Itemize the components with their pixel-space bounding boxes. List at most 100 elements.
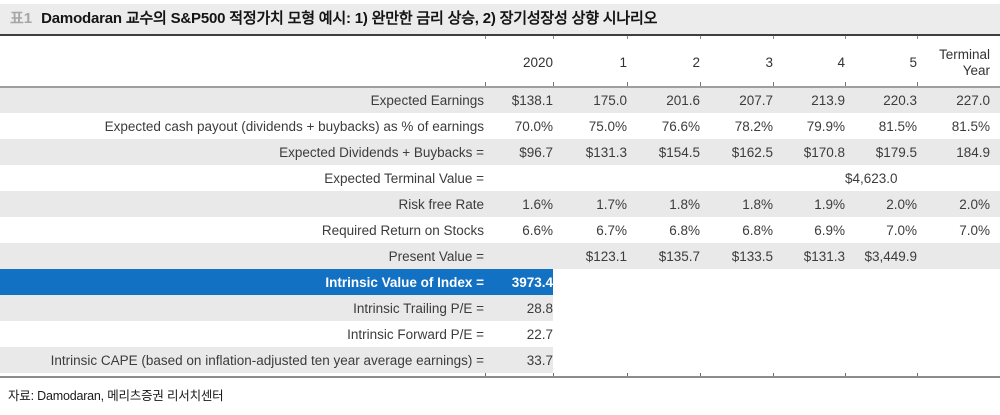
table-row: Expected Dividends + Buybacks = $96.7 $131… [0,139,1000,165]
value-cell: 2.0% [845,191,917,217]
value-cell [845,321,917,347]
value-cell: 1.7% [553,191,627,217]
valuation-table-figure: 표1 Damodaran 교수의 S&P500 적정가치 모형 예시: 1) 완만… [0,4,1000,404]
value-cell [627,347,700,373]
value-cell: $123.1 [553,243,627,269]
row-label: Expected cash payout (dividends + buybac… [104,118,484,134]
table-row: Intrinsic Trailing P/E = 28.8 [0,295,1000,321]
value-cell: 28.8 [485,295,553,321]
value-cell: $135.7 [627,243,700,269]
value-cell [845,295,917,321]
value-cell [917,321,1000,347]
value-cell [773,347,845,373]
value-cell [917,347,1000,373]
value-cell: 220.3 [845,87,917,113]
value-cell [773,295,845,321]
value-cell: 213.9 [773,87,845,113]
value-cell [917,243,1000,269]
value-cell: 6.8% [742,222,773,238]
value-cell [485,243,553,269]
table-row: Expected Terminal Value = $4,623.0 [0,165,1000,191]
value-cell [627,295,700,321]
value-cell: 70.0% [514,118,553,134]
table-row: Intrinsic Value of Index = 3973.4 [0,269,1000,295]
column-header: Terminal Year [917,39,1000,88]
value-cell: 33.7 [485,347,553,373]
column-header: 2 [627,39,700,88]
value-cell: 7.0% [886,222,917,238]
value-cell: $162.5 [700,139,773,165]
column-header: 2020 [485,39,553,88]
table-row: Present Value = $123.1 $135.7 $133.5 $131.3 $… [0,243,1000,269]
value-cell: $131.3 [553,139,627,165]
column-header-label [0,39,485,88]
value-cell [485,165,553,191]
value-cell: 6.8% [669,222,700,238]
column-header: 5 [845,39,917,88]
value-cell [845,347,917,373]
value-cell [700,165,773,191]
value-cell: 184.9 [917,139,1000,165]
valuation-table: 2020 1 2 3 4 5 Terminal Year Expected Earnings… [0,39,1000,373]
value-cell: 207.7 [700,87,773,113]
value-cell: 6.7% [596,222,627,238]
value-cell [627,321,700,347]
value-cell: 1.9% [773,191,845,217]
row-label: Required Return on Stocks [321,222,484,238]
value-cell: 201.6 [627,87,700,113]
column-header: 1 [553,39,627,88]
value-cell: 1.8% [627,191,700,217]
table-header-row: 2020 1 2 3 4 5 Terminal Year [0,39,1000,88]
value-cell: 81.5% [878,118,917,134]
value-cell: $154.5 [627,139,700,165]
value-cell [553,321,627,347]
value-cell [553,347,627,373]
value-cell: 75.0% [588,118,627,134]
value-cell [553,295,627,321]
row-label: Intrinsic CAPE (based on inflation-adjus… [0,347,485,373]
value-cell: 22.7 [526,326,553,342]
table-title: Damodaran 교수의 S&P500 적정가치 모형 예시: 1) 완만한 … [41,10,658,27]
value-cell [700,347,773,373]
value-cell [700,295,773,321]
column-header: 3 [700,39,773,88]
value-cell: 1.8% [700,191,773,217]
column-header: 4 [773,39,845,88]
row-label: Expected Dividends + Buybacks = [0,139,485,165]
row-label: Intrinsic Value of Index = [0,269,485,295]
value-cell: $131.3 [773,243,845,269]
value-cell: $138.1 [485,87,553,113]
value-cell: 6.9% [814,222,845,238]
row-label: Expected Earnings [0,87,485,113]
table-number-tag: 표1 [10,10,33,27]
value-cell [700,269,773,295]
value-cell: 6.6% [522,222,553,238]
value-cell [627,165,700,191]
value-cell: 81.5% [951,118,990,134]
value-cell: 1.6% [485,191,553,217]
value-cell [773,269,845,295]
row-label: Present Value = [0,243,485,269]
table-row: Required Return on Stocks 6.6% 6.7% 6.8% 6.8… [0,217,1000,243]
row-label: Intrinsic Trailing P/E = [0,295,485,321]
table-row: Intrinsic CAPE (based on inflation-adjus… [0,347,1000,373]
value-cell [773,321,845,347]
value-cell: 76.6% [661,118,700,134]
row-label: Intrinsic Forward P/E = [347,326,484,342]
value-cell [553,269,627,295]
value-cell [917,165,1000,191]
bottom-divider [0,373,1000,378]
source-note: 자료: Damodaran, 메리츠증권 리서치센터 [8,389,224,403]
value-cell [700,321,773,347]
value-cell: 2.0% [917,191,1000,217]
value-cell: 79.9% [806,118,845,134]
row-label: Expected Terminal Value = [324,170,484,186]
value-cell [627,269,700,295]
table-row: Expected Earnings $138.1 175.0 201.6 207.7 21… [0,87,1000,113]
title-divider [0,34,1000,39]
table-body: Expected Earnings $138.1 175.0 201.6 207.7 21… [0,87,1000,373]
value-cell: $96.7 [485,139,553,165]
value-cell: $179.5 [845,139,917,165]
table-row: Expected cash payout (dividends + buybac… [0,113,1000,139]
value-cell [773,165,845,191]
